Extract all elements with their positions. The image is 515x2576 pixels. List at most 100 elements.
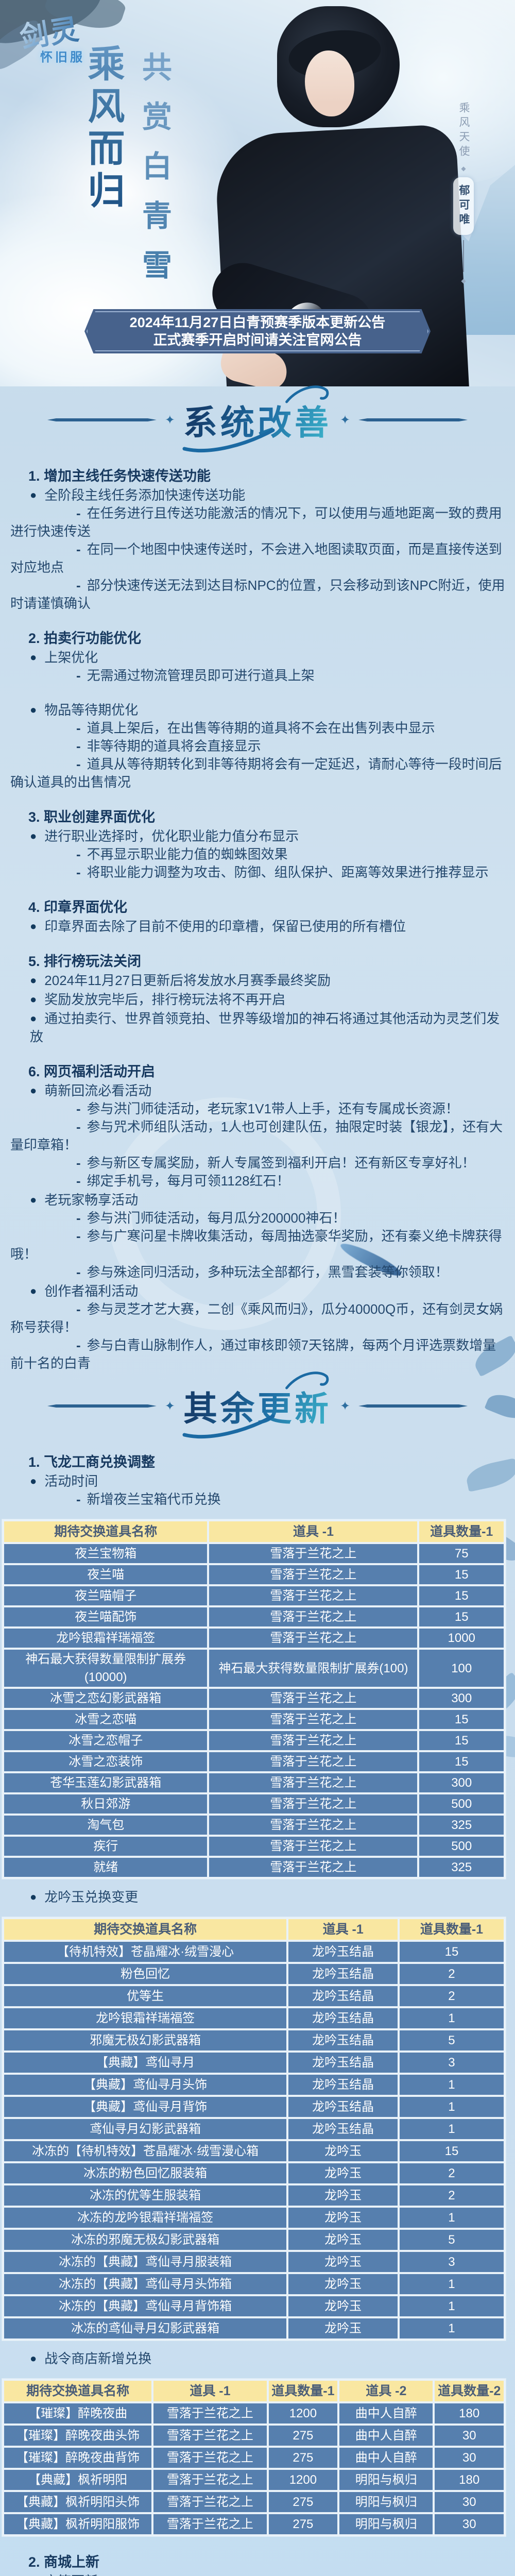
line-text: 参与白青山脉制作人，通过审核即领7天铭牌，每两个月评选票数增量前十名的白青	[10, 1337, 496, 1371]
line-text: 奖励发放完毕后，排行榜玩法将不再开启	[44, 992, 286, 1007]
table-cell: 275	[268, 2448, 338, 2468]
table-cell: 75	[419, 1544, 504, 1563]
table-cell: 曲中人自醉	[339, 2448, 433, 2468]
table-row: 冰雪之恋幻影武器箱 雪落于兰花之上 300	[4, 1689, 504, 1708]
table-row: 优等生 龙吟玉结晶 2	[4, 1986, 504, 2006]
table-row: 苍华玉莲幻影武器箱 雪落于兰花之上 300	[4, 1773, 504, 1792]
list-heading: 5. 排行榜玩法关闭	[0, 953, 508, 971]
exchange-table-t1: 期待交换道具名称 道具 -1 道具数量-1 夜兰宝物箱 雪落于兰花之上 75 夜兰喵 雪落于兰…	[2, 1519, 506, 1879]
table-cell: 秋日郊游	[4, 1794, 208, 1814]
table-cell: 雪落于兰花之上	[153, 2492, 267, 2512]
table-header-cell: 道具数量-2	[435, 2381, 504, 2401]
table-cell: 【璀璨】醉晚夜曲背饰	[4, 2448, 152, 2468]
game-logo-sub: 怀旧服	[40, 50, 85, 64]
table-cell: 雪落于兰花之上	[209, 1837, 418, 1856]
bullet-icon: ●	[30, 703, 37, 716]
table-cell: 1	[399, 2274, 504, 2294]
table-cell: 300	[419, 1689, 504, 1708]
line-text: 2. 拍卖行功能优化	[28, 631, 142, 646]
table-cell: 冰冻的龙吟银霜祥瑞福签	[4, 2208, 287, 2228]
table-cell: 就绪	[4, 1858, 208, 1877]
line-text: 4. 印章界面优化	[28, 900, 128, 915]
bullet-icon: ●	[30, 2572, 37, 2576]
line-text: 活动时间	[44, 1473, 98, 1489]
table-cell: 15	[419, 1752, 504, 1771]
diamond-icon: ◆	[461, 165, 466, 172]
table-cell: 325	[419, 1858, 504, 1877]
table-header-cell: 道具数量-1	[399, 1919, 504, 1940]
table-cell: 雪落于兰花之上	[209, 1607, 418, 1626]
hero-banner: 剑灵 怀旧服 乘风而归 共赏白青雪 乘风天使 ◆ 郁可唯 ◆ 2024年11月2…	[0, 0, 515, 386]
table-row: 【典藏】枫祈明阳头饰 雪落于兰花之上 275 明阳与枫归 30	[4, 2492, 504, 2512]
section-body: 1. 飞龙工商兑换调整 ● 活动时间 - 新增夜兰宝箱代币兑换 期待交换道具名称 道具 -1…	[0, 1453, 515, 2576]
bullet-icon: ●	[30, 1890, 37, 1903]
table-row: 疾行 雪落于兰花之上 500	[4, 1837, 504, 1856]
table-cell: 明阳与枫归	[339, 2514, 433, 2534]
line-text: 进行职业选择时，优化职业能力值分布显示	[44, 828, 299, 844]
table-cell: 龙吟玉	[288, 2208, 398, 2228]
table-cell: 疾行	[4, 1837, 208, 1856]
table-row: 冰冻的【典藏】鸢仙寻月背饰箱 龙吟玉 1	[4, 2296, 504, 2316]
text-line: - 不再显示职业能力值的蜘蛛图效果	[0, 845, 508, 863]
brush-swoosh-decoration	[179, 427, 277, 456]
table-row: 【典藏】鸢仙寻月 龙吟玉结晶 3	[4, 2053, 504, 2073]
text-line: - 新增夜兰宝箱代币兑换	[0, 1490, 508, 1509]
divider-line-left	[47, 1404, 157, 1408]
text-line: - 道具上架后，在出售等待期的道具将不会在出售列表中显示	[0, 719, 508, 737]
bullet-icon: ●	[30, 1284, 37, 1297]
table-cell: 龙吟玉	[288, 2296, 398, 2316]
table-cell: 15	[419, 1607, 504, 1626]
bullet-icon: ●	[30, 974, 37, 987]
table-cell: 龙吟玉结晶	[288, 2097, 398, 2117]
table-row: 【璀璨】醉晚夜曲 雪落于兰花之上 1200 曲中人自醉 180	[4, 2403, 504, 2424]
table-header-cell: 道具 -1	[209, 1521, 418, 1542]
text-line: - 参与殊途同归活动，多种玩法全部都行，黑雪套装等你领取！	[0, 1263, 508, 1281]
table-cell: 雪落于兰花之上	[209, 1710, 418, 1729]
text-line: ● 创作者福利活动	[0, 1282, 508, 1300]
line-text: 部分快速传送无法到达目标NPC的位置，只会移动到该NPC附近，使用时请谨慎确认	[10, 578, 505, 611]
bullet-icon: ●	[30, 651, 37, 664]
table-header-cell: 道具 -1	[153, 2381, 267, 2401]
table-cell: 冰雪之恋帽子	[4, 1731, 208, 1750]
table-row: 夜兰喵帽子 雪落于兰花之上 15	[4, 1586, 504, 1605]
list-heading: 1. 飞龙工商兑换调整	[0, 1453, 508, 1471]
table-cell: 2	[399, 2163, 504, 2183]
text-line: ● 萌新回流必看活动	[0, 1081, 508, 1100]
table-header-cell: 期待交换道具名称	[4, 1521, 208, 1542]
table-cell: 5	[399, 2230, 504, 2250]
text-line: - 参与新区专属奖励，新人专属签到福利开启！还有新区专享好礼！	[0, 1154, 508, 1172]
list-heading: 2. 商城上新	[0, 2553, 508, 2571]
table-row: 鸢仙寻月幻影武器箱 龙吟玉结晶 1	[4, 2119, 504, 2139]
text-line: - 无需通过物流管理员即可进行道具上架	[0, 667, 508, 685]
table-cell: 龙吟玉	[288, 2141, 398, 2161]
table-row: 邪魔无极幻影武器箱 龙吟玉结晶 5	[4, 2030, 504, 2050]
table-row: 【典藏】枫祈明阳服饰 雪落于兰花之上 275 明阳与枫归 30	[4, 2514, 504, 2534]
text-line: ● 奖励发放完毕后，排行榜玩法将不再开启	[0, 990, 508, 1009]
text-line: ● 战令商店新增兑换	[0, 2349, 508, 2368]
table-cell: 15	[399, 1942, 504, 1962]
table-cell: 龙吟玉	[288, 2230, 398, 2250]
line-text: 道具上架后，在出售等待期的道具将不会在出售列表中显示	[87, 720, 435, 736]
line-text: 不再显示职业能力值的蜘蛛图效果	[87, 846, 288, 862]
table-cell: 雪落于兰花之上	[209, 1586, 418, 1605]
table-row: 冰雪之恋喵 雪落于兰花之上 15	[4, 1710, 504, 1729]
line-text: 物品等待期优化	[44, 702, 139, 718]
table-cell: 龙吟玉	[288, 2163, 398, 2183]
dash-icon: -	[76, 541, 81, 557]
table-cell: 龙吟玉	[288, 2252, 398, 2272]
table-row: 夜兰宝物箱 雪落于兰花之上 75	[4, 1544, 504, 1563]
text-line: - 非等待期的道具将会直接显示	[0, 737, 508, 755]
table-row: 冰冻的【典藏】鸢仙寻月服装箱 龙吟玉 3	[4, 2252, 504, 2272]
dash-icon: -	[76, 578, 81, 593]
table-row: 冰冻的龙吟银霜祥瑞福签 龙吟玉 1	[4, 2208, 504, 2228]
bullet-icon: ●	[30, 1012, 37, 1025]
text-line: ● 龙吟玉兑换变更	[0, 1888, 508, 1906]
update-notice-ribbon: 2024年11月27日白青预赛季版本更新公告 正式赛季开启时间请关注官网公告	[84, 309, 431, 353]
line-text: 2. 商城上新	[28, 2554, 100, 2570]
text-line: - 将职业能力调整为攻击、防御、组队保护、距离等效果进行推荐显示	[0, 863, 508, 882]
line-text: 1. 增加主线任务快速传送功能	[28, 468, 211, 484]
table-cell: 雪落于兰花之上	[209, 1752, 418, 1771]
text-line: ● 宝箱更新	[0, 2572, 508, 2576]
section-title: 系统改善	[183, 395, 332, 445]
dash-icon: -	[76, 738, 81, 754]
